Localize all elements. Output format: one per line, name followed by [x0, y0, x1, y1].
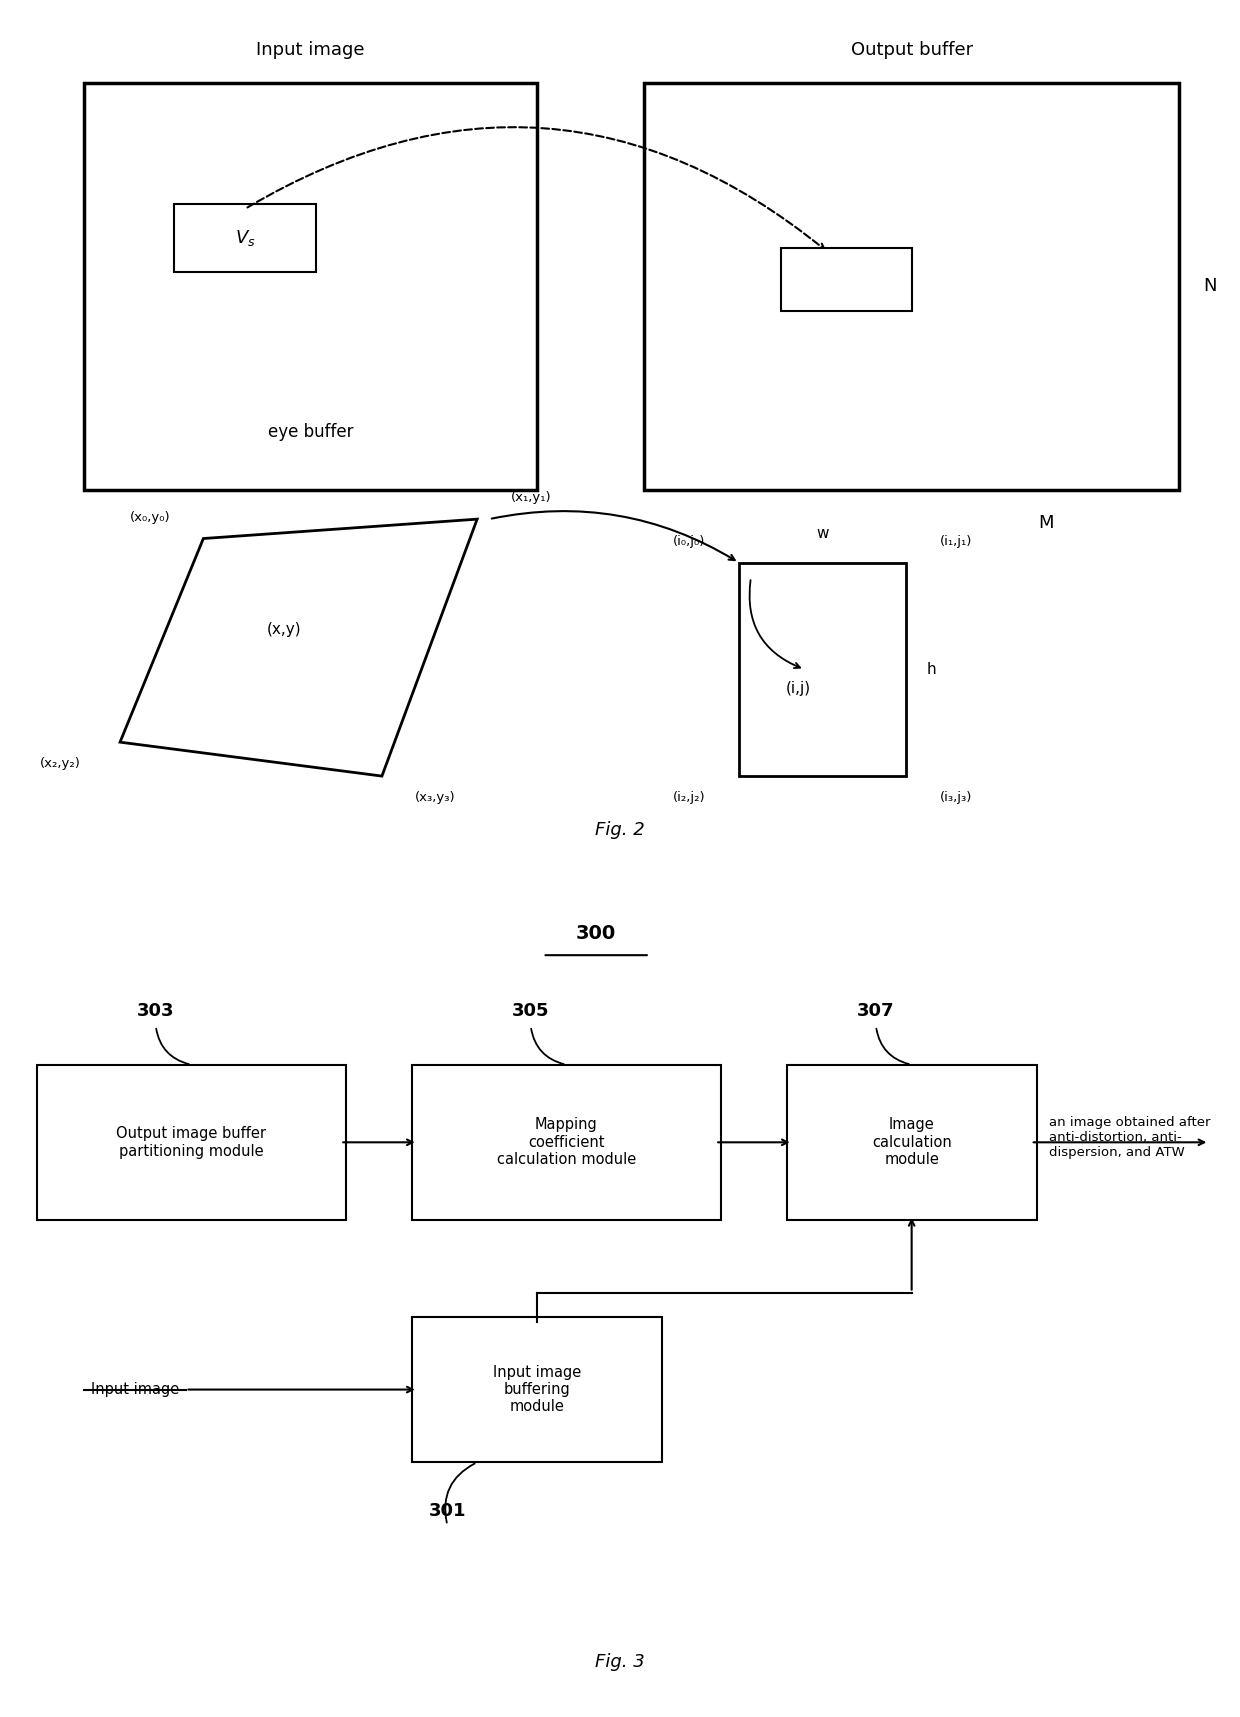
Text: (x₂,y₂): (x₂,y₂)	[40, 757, 81, 769]
Text: an image obtained after
anti-distortion, anti-
dispersion, and ATW: an image obtained after anti-distortion,…	[1049, 1116, 1210, 1159]
Text: (i,j): (i,j)	[786, 682, 811, 697]
Text: (i₂,j₂): (i₂,j₂)	[673, 792, 706, 804]
FancyBboxPatch shape	[644, 82, 1179, 489]
FancyBboxPatch shape	[412, 1065, 722, 1219]
Text: w: w	[816, 527, 828, 541]
Text: 303: 303	[136, 1003, 175, 1020]
Text: Fig. 2: Fig. 2	[595, 821, 645, 840]
Text: Input image
buffering
module: Input image buffering module	[492, 1365, 580, 1415]
Text: (x₀,y₀): (x₀,y₀)	[129, 510, 170, 524]
Text: Input image: Input image	[92, 1382, 180, 1398]
Text: 307: 307	[857, 1003, 895, 1020]
Text: $V_s$: $V_s$	[234, 228, 255, 247]
Text: Image
calculation
module: Image calculation module	[872, 1118, 951, 1168]
Text: 301: 301	[429, 1502, 466, 1520]
Text: 300: 300	[577, 924, 616, 943]
FancyBboxPatch shape	[174, 204, 316, 271]
Text: (x,y): (x,y)	[267, 622, 301, 637]
Text: N: N	[1203, 278, 1216, 295]
Text: (i₁,j₁): (i₁,j₁)	[940, 536, 972, 548]
Text: Output image buffer
partitioning module: Output image buffer partitioning module	[117, 1126, 267, 1159]
Text: (i₃,j₃): (i₃,j₃)	[940, 792, 972, 804]
FancyBboxPatch shape	[84, 82, 537, 489]
Text: (i₀,j₀): (i₀,j₀)	[673, 536, 706, 548]
FancyBboxPatch shape	[739, 563, 905, 776]
Text: Input image: Input image	[257, 41, 365, 58]
Text: $V_d$: $V_d$	[835, 270, 857, 288]
Text: eye buffer: eye buffer	[268, 422, 353, 441]
FancyBboxPatch shape	[786, 1065, 1037, 1219]
Text: Output buffer: Output buffer	[851, 41, 972, 58]
Text: M: M	[1038, 515, 1053, 532]
FancyBboxPatch shape	[37, 1065, 346, 1219]
Text: 305: 305	[512, 1003, 549, 1020]
Text: Mapping
coefficient
calculation module: Mapping coefficient calculation module	[497, 1118, 636, 1168]
Text: (x₁,y₁): (x₁,y₁)	[511, 491, 551, 505]
Text: Fig. 3: Fig. 3	[595, 1653, 645, 1671]
Text: (x₃,y₃): (x₃,y₃)	[415, 792, 456, 804]
FancyBboxPatch shape	[781, 247, 911, 311]
Text: h: h	[928, 663, 936, 676]
FancyBboxPatch shape	[412, 1317, 662, 1463]
